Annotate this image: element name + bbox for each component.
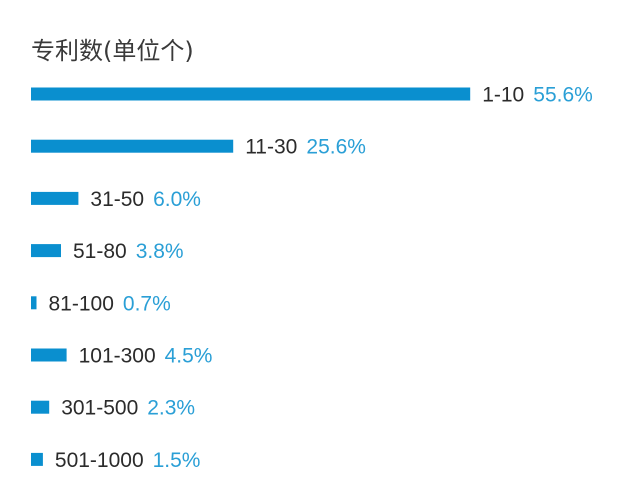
bar-11-30 — [31, 139, 234, 153]
category-label: 101-300 — [79, 345, 156, 368]
category-label: 11-30 — [245, 136, 297, 159]
bar-81-100 — [31, 296, 37, 310]
category-label: 501-1000 — [55, 449, 144, 472]
category-label: 81-100 — [49, 292, 114, 315]
bar-101-300 — [31, 348, 67, 362]
bar-301-500 — [31, 400, 50, 414]
value-label: 6.0% — [153, 188, 201, 211]
bar-1-10 — [31, 87, 471, 101]
category-label: 51-80 — [73, 240, 127, 263]
value-label: 3.8% — [136, 240, 184, 263]
category-label: 1-10 — [482, 84, 524, 107]
category-label: 301-500 — [61, 397, 138, 420]
value-label: 1.5% — [153, 449, 201, 472]
bar-501-1000 — [31, 452, 43, 466]
category-label: 31-50 — [90, 188, 144, 211]
value-label: 55.6% — [533, 84, 593, 107]
bar-51-80 — [31, 244, 61, 258]
value-label: 4.5% — [165, 345, 213, 368]
value-label: 0.7% — [123, 292, 171, 315]
value-label: 2.3% — [147, 397, 195, 420]
chart-title: 专利数(单位个) — [31, 37, 194, 65]
value-label: 25.6% — [306, 136, 366, 159]
bar-31-50 — [31, 191, 79, 205]
